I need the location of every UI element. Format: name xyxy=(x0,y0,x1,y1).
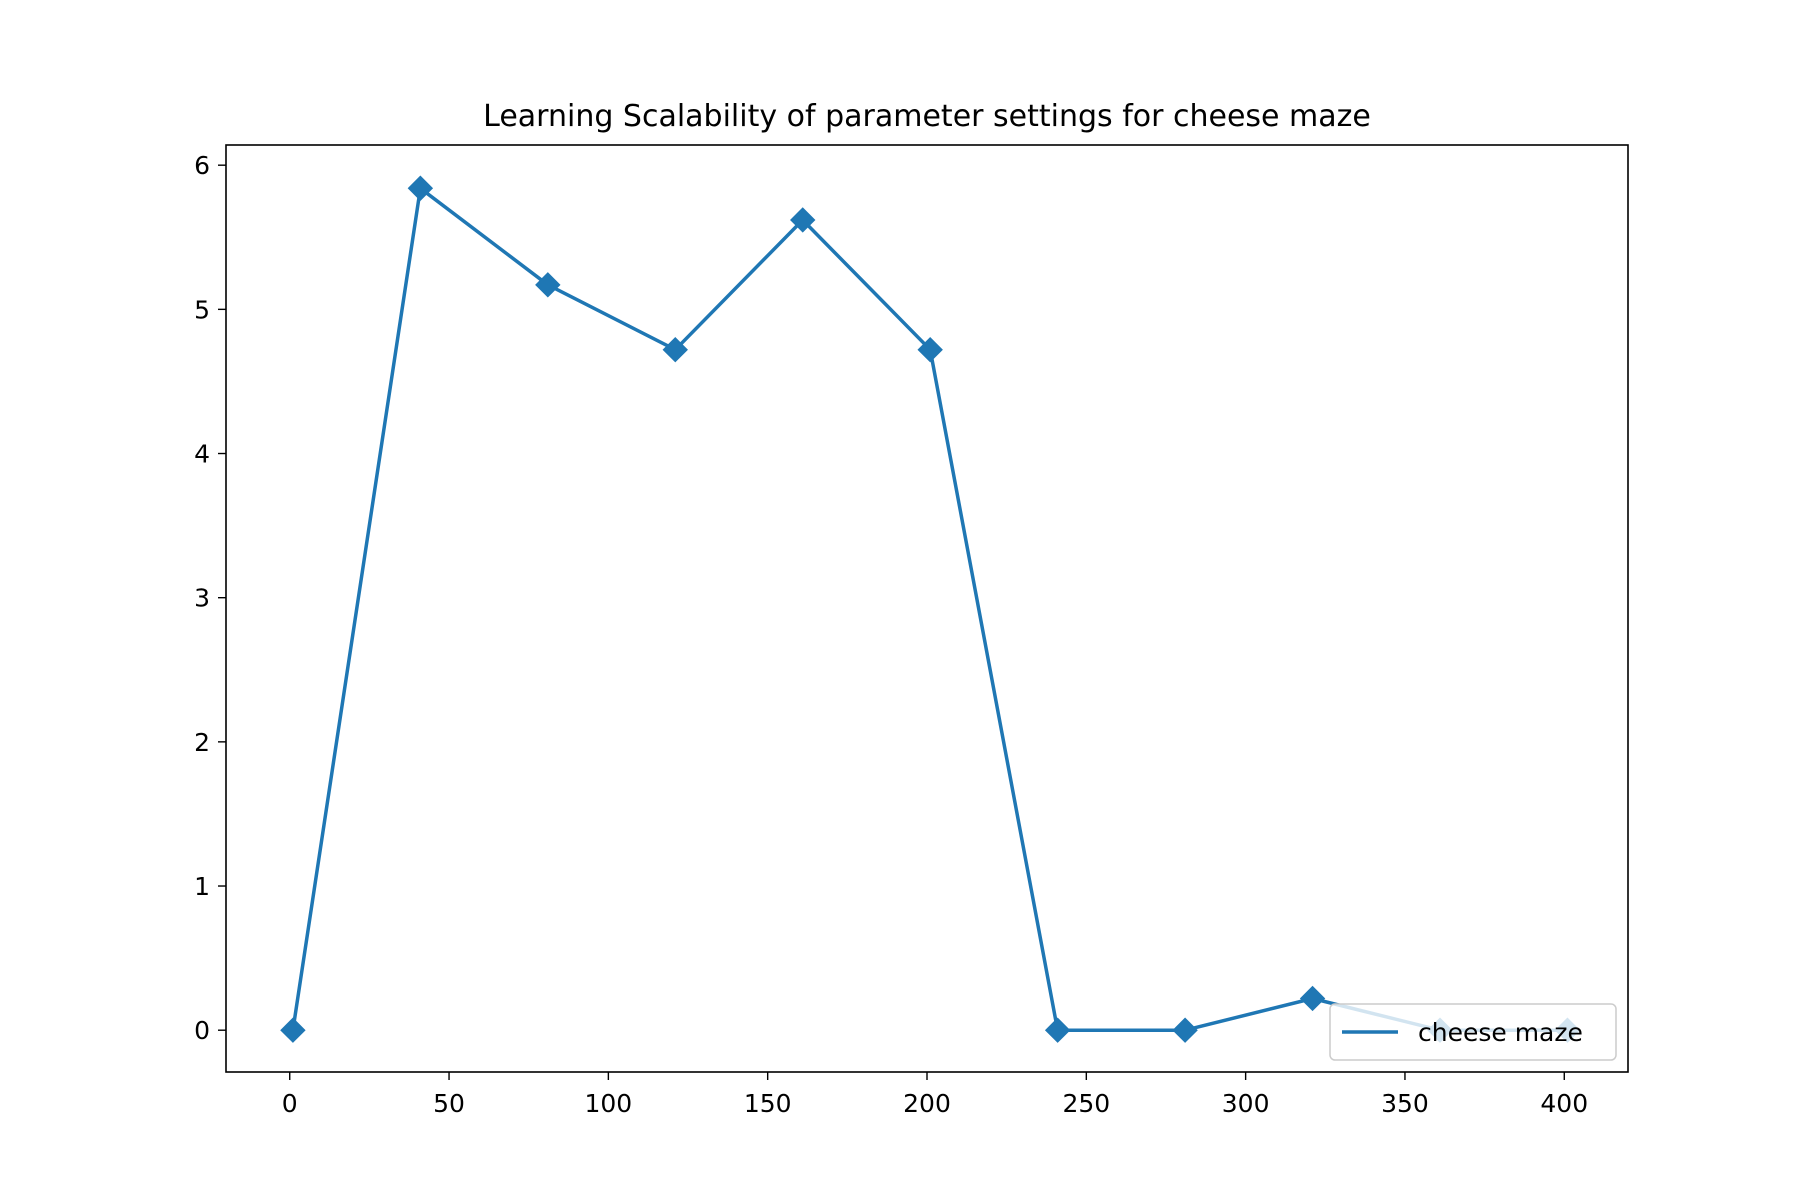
x-tick-label: 250 xyxy=(1062,1089,1110,1118)
data-point-marker xyxy=(917,337,943,363)
y-tick-label: 6 xyxy=(194,151,210,180)
data-point-marker xyxy=(280,1017,306,1043)
x-tick-label: 150 xyxy=(744,1089,792,1118)
data-point-marker xyxy=(662,337,688,363)
y-axis: 0 1 2 3 4 5 6 xyxy=(194,151,226,1045)
x-tick-label: 50 xyxy=(433,1089,465,1118)
data-point-marker xyxy=(535,272,561,298)
data-point-marker xyxy=(407,175,434,201)
x-tick-label: 200 xyxy=(903,1089,951,1118)
x-tick-label: 350 xyxy=(1381,1089,1429,1118)
x-axis: 0 50 100 150 200 250 300 350 400 xyxy=(282,1072,1588,1118)
data-point-marker xyxy=(1299,985,1326,1012)
y-tick-label: 4 xyxy=(194,440,210,469)
chart-title: Learning Scalability of parameter settin… xyxy=(483,99,1371,134)
x-tick-label: 0 xyxy=(282,1089,298,1118)
legend: cheese maze xyxy=(1329,1003,1617,1061)
legend-box xyxy=(1329,1003,1617,1061)
y-tick-label: 0 xyxy=(194,1016,210,1045)
legend-label: cheese maze xyxy=(1418,1018,1583,1047)
x-tick-label: 100 xyxy=(585,1089,633,1118)
data-point-marker xyxy=(790,207,816,233)
x-tick-label: 300 xyxy=(1222,1089,1270,1118)
data-point-marker xyxy=(1044,1017,1071,1043)
y-tick-label: 1 xyxy=(194,872,210,901)
plot-frame xyxy=(225,144,1629,1073)
data-point-marker xyxy=(1172,1017,1198,1043)
x-tick-label: 400 xyxy=(1540,1089,1588,1118)
y-tick-label: 5 xyxy=(194,295,210,324)
y-tick-label: 3 xyxy=(194,584,210,613)
y-tick-label: 2 xyxy=(194,728,210,757)
